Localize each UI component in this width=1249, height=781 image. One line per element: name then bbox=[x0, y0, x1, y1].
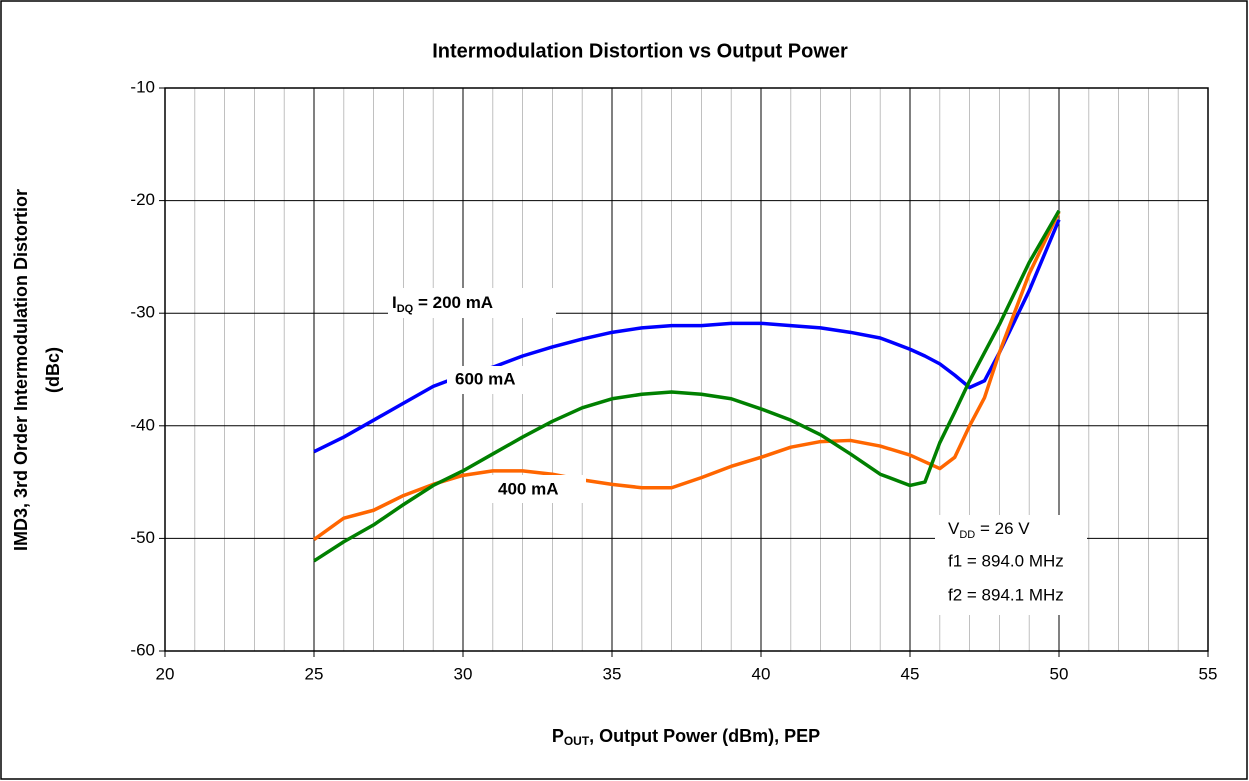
annotation: 400 mA bbox=[498, 479, 558, 498]
annotation-sub: DD bbox=[959, 529, 975, 541]
y-tick-label: -20 bbox=[130, 190, 155, 209]
annotation-part: = 26 V bbox=[975, 519, 1030, 538]
x-tick-label: 50 bbox=[1050, 664, 1069, 683]
chart-title: Intermodulation Distortion vs Output Pow… bbox=[432, 40, 848, 62]
y-tick-label: -40 bbox=[130, 415, 155, 434]
x-tick-label: 55 bbox=[1199, 664, 1218, 683]
x-tick-label: 40 bbox=[752, 664, 771, 683]
y-tick-label: -50 bbox=[130, 528, 155, 547]
annotation-part: = 200 mA bbox=[413, 293, 493, 312]
annotation: f2 = 894.1 MHz bbox=[948, 585, 1064, 604]
x-tick-label: 35 bbox=[603, 664, 622, 683]
x-tick-label: 45 bbox=[901, 664, 920, 683]
annotation-part: V bbox=[948, 519, 960, 538]
x-axis-label-part: P bbox=[552, 726, 564, 746]
annotation: IDQ = 200 mA bbox=[392, 293, 493, 314]
annotation-part: I bbox=[392, 293, 397, 312]
annotation-box bbox=[388, 288, 556, 318]
x-axis-label-sub: OUT bbox=[564, 734, 590, 748]
y-tick-label: -10 bbox=[130, 77, 155, 96]
line-series bbox=[313, 209, 1061, 563]
annotation: f1 = 894.0 MHz bbox=[948, 551, 1064, 570]
x-axis-label: POUT, Output Power (dBm), PEP bbox=[552, 726, 820, 748]
x-tick-label: 20 bbox=[156, 664, 175, 683]
y-tick-label: -60 bbox=[130, 640, 155, 659]
y-axis-label: IMD3, 3rd Order Intermodulation Distorti… bbox=[11, 189, 31, 551]
x-tick-label: 30 bbox=[454, 664, 473, 683]
annotation-box bbox=[492, 475, 586, 503]
annotation-box bbox=[447, 366, 541, 394]
x-tick-label: 25 bbox=[305, 664, 324, 683]
annotation-sub: DQ bbox=[397, 303, 414, 315]
annotation: 600 mA bbox=[455, 369, 515, 388]
annotation: VDD = 26 V bbox=[948, 519, 1030, 540]
plot-border bbox=[164, 87, 1209, 652]
annotation-box bbox=[935, 515, 1087, 615]
x-axis-label-part: , Output Power (dBm), PEP bbox=[589, 726, 820, 746]
y-tick-label: -30 bbox=[130, 303, 155, 322]
line-series bbox=[312, 211, 1061, 541]
y-axis-label: (dBc) bbox=[43, 347, 63, 393]
